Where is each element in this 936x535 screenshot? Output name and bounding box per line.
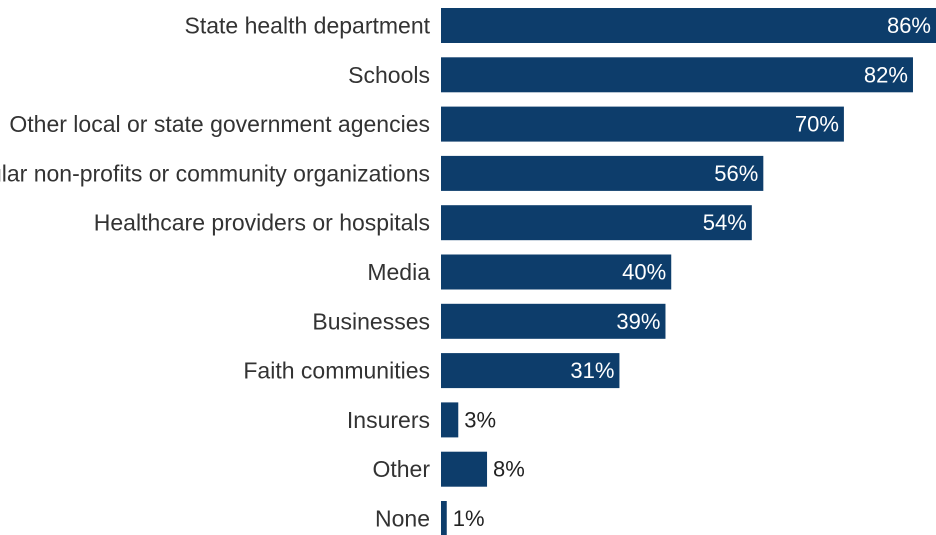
bar	[441, 402, 459, 438]
category-label: Healthcare providers or hospitals	[94, 210, 430, 236]
category-label: Media	[367, 259, 430, 285]
value-label: 40%	[622, 260, 666, 285]
category-label: Other local or state government agencies	[9, 111, 430, 137]
value-label: 39%	[616, 309, 660, 334]
category-label: Secular non-profits or community organiz…	[0, 160, 430, 186]
category-label: Insurers	[347, 407, 430, 433]
category-label: Businesses	[312, 308, 430, 334]
bar	[441, 106, 844, 142]
category-label: None	[375, 506, 430, 532]
bar	[441, 353, 620, 389]
value-label: 70%	[795, 112, 839, 137]
category-label: State health department	[185, 13, 431, 39]
value-label: 1%	[453, 506, 485, 531]
bar	[441, 8, 936, 43]
bars-layer: State health department 86% Schools 82% Othe…	[0, 8, 936, 535]
category-label: Faith communities	[243, 358, 430, 384]
bar	[441, 501, 447, 535]
bar	[441, 451, 488, 487]
value-label: 3%	[464, 407, 496, 432]
bar	[441, 303, 666, 339]
category-label: Other	[372, 456, 430, 482]
value-label: 31%	[570, 358, 614, 383]
value-label: 56%	[714, 161, 758, 186]
bar	[441, 205, 752, 241]
value-label: 54%	[703, 210, 747, 235]
bar	[441, 155, 764, 191]
bar	[441, 254, 672, 290]
value-label: 8%	[493, 457, 525, 482]
bar	[441, 57, 913, 93]
value-label: 86%	[887, 13, 931, 38]
category-label: Schools	[348, 62, 430, 88]
value-label: 82%	[864, 62, 908, 87]
